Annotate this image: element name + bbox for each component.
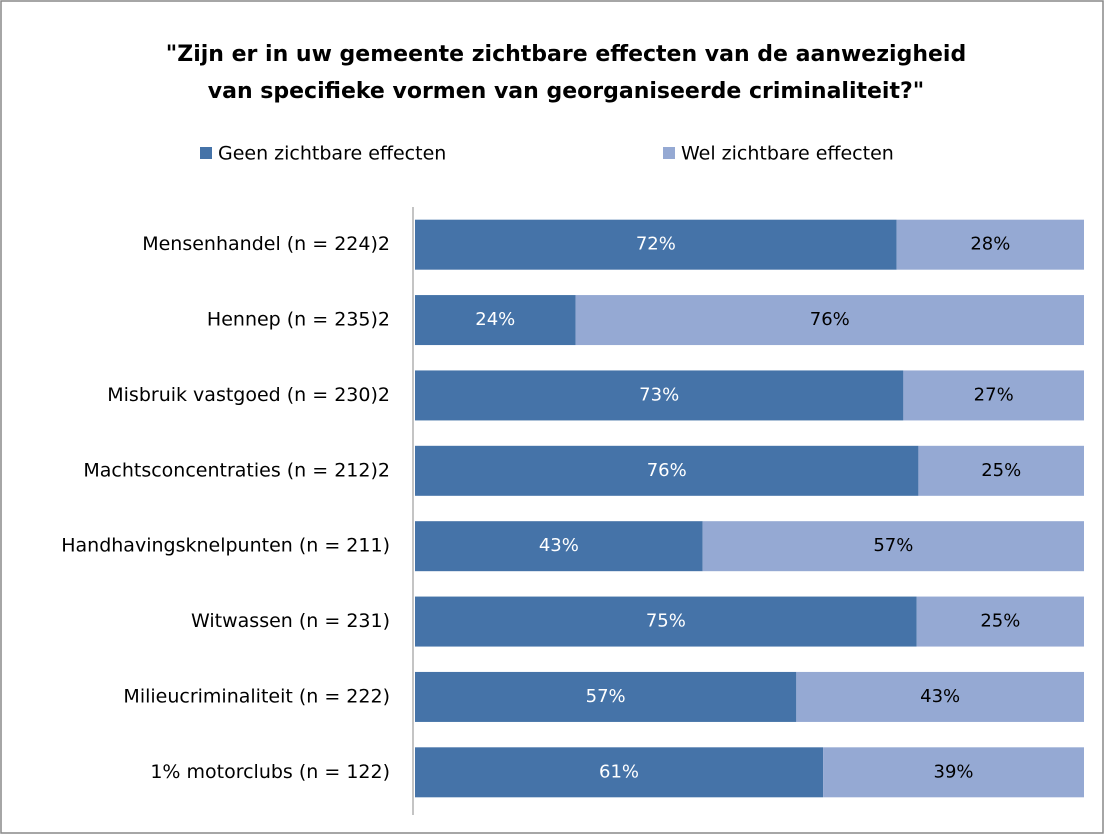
- bar-segment: [415, 521, 703, 572]
- bar-segment: [918, 445, 1084, 496]
- data-label: 75%: [646, 611, 686, 632]
- y-tick-label: Witwassen (n = 231): [191, 610, 390, 632]
- data-label: 27%: [974, 384, 1014, 405]
- bar-segment: [415, 219, 897, 270]
- data-label: 72%: [636, 234, 676, 255]
- bar-segment: [415, 295, 576, 346]
- bar-segment: [916, 596, 1084, 647]
- chart-title: "Zijn er in uw gemeente zichtbare effect…: [166, 42, 966, 67]
- y-tick-label: 1% motorclubs (n = 122): [150, 761, 390, 783]
- legend-swatch: [663, 147, 675, 159]
- data-label: 76%: [647, 460, 687, 481]
- bar-segment: [415, 596, 917, 647]
- bar-segment: [415, 445, 919, 496]
- y-tick-label: Handhavingsknelpunten (n = 211): [61, 535, 390, 557]
- bar-segment: [903, 370, 1084, 421]
- data-label: 43%: [539, 535, 579, 556]
- data-label: 57%: [873, 535, 913, 556]
- y-tick-label: Machtsconcentraties (n = 212)2: [83, 459, 390, 481]
- bar-segment: [575, 295, 1084, 346]
- data-label: 73%: [639, 384, 679, 405]
- y-tick-label: Hennep (n = 235)2: [207, 309, 390, 331]
- bar-segment: [702, 521, 1084, 572]
- legend-swatch: [200, 147, 212, 159]
- data-label: 25%: [981, 460, 1021, 481]
- data-label: 39%: [934, 761, 974, 782]
- legend-label: Wel zichtbare effecten: [681, 143, 894, 165]
- y-tick-label: Mensenhandel (n = 224)2: [142, 233, 390, 255]
- data-label: 28%: [970, 234, 1010, 255]
- data-label: 25%: [980, 611, 1020, 632]
- data-label: 57%: [586, 686, 626, 707]
- data-label: 76%: [810, 309, 850, 330]
- bar-segment: [896, 219, 1084, 270]
- legend-label: Geen zichtbare effecten: [218, 143, 446, 165]
- bar-segment: [415, 747, 824, 798]
- bar-segment: [415, 671, 797, 722]
- data-label: 24%: [475, 309, 515, 330]
- data-label: 43%: [920, 686, 960, 707]
- bar-segment: [796, 671, 1084, 722]
- bar-segment: [823, 747, 1084, 798]
- chart-title: van specifieke vormen van georganiseerde…: [208, 79, 924, 104]
- y-tick-label: Milieucriminaliteit (n = 222): [123, 685, 390, 707]
- bar-segment: [415, 370, 904, 421]
- y-tick-label: Misbruik vastgoed (n = 230)2: [107, 384, 390, 406]
- data-label: 61%: [599, 761, 639, 782]
